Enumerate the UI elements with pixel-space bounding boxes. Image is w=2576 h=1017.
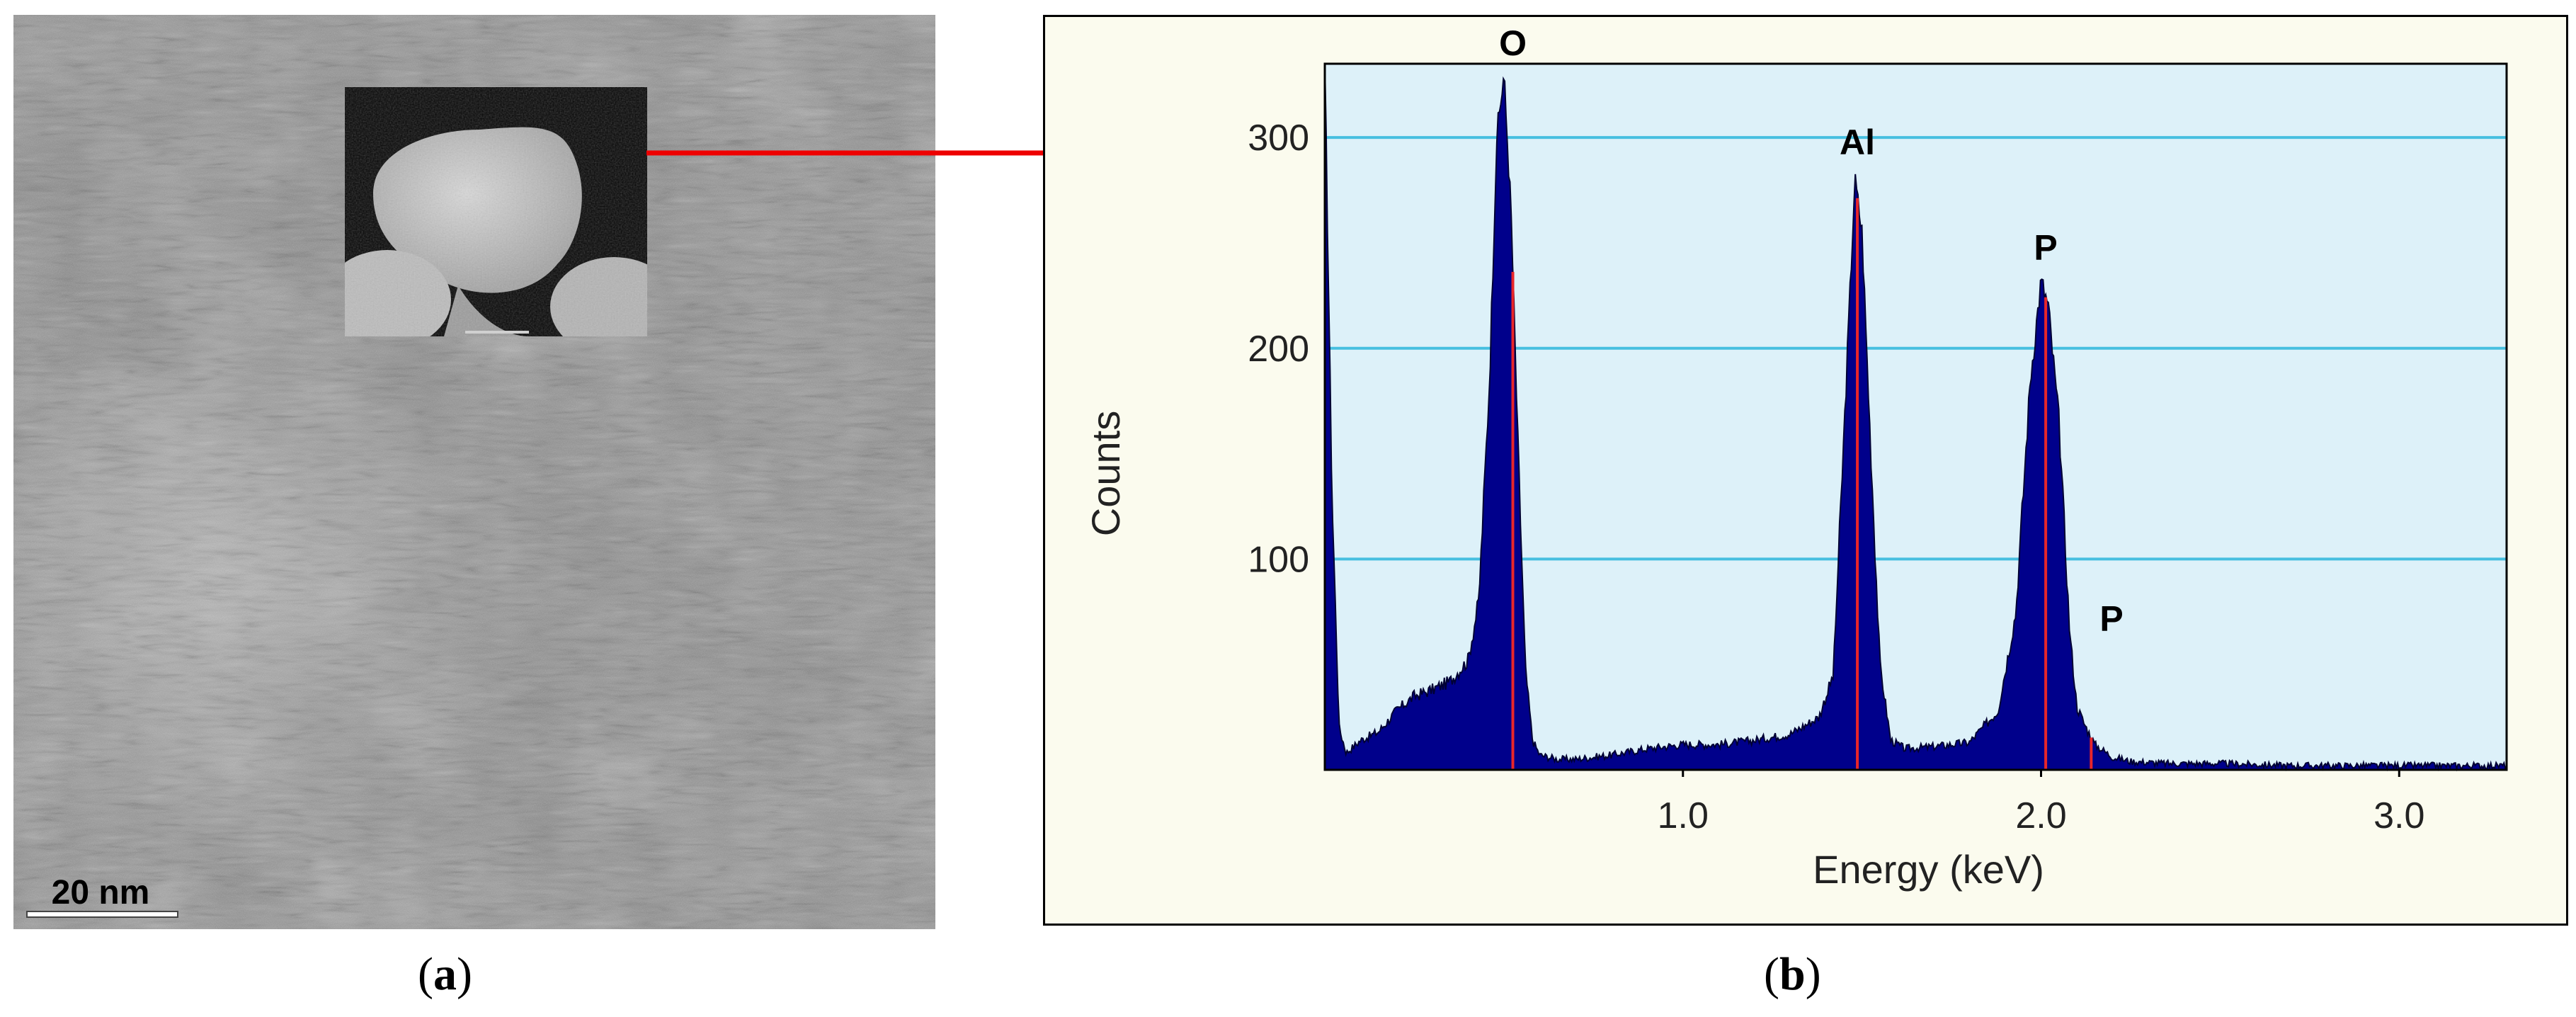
plot-frame (1323, 62, 2508, 771)
peak-markers (1511, 198, 2093, 770)
scale-bar (26, 911, 178, 918)
x-tick-label: 1.0 (1658, 795, 1709, 836)
eds-spectrum-chart: 100 200 300 1.0 2.0 3.0 O Al P P Energy (keV) Co… (1083, 23, 2508, 892)
peak-label-al: Al (1840, 123, 1875, 162)
caption-a-letter: a (433, 948, 457, 1000)
caption-b-close: ) (1805, 948, 1821, 1000)
x-tick-label: 2.0 (2015, 795, 2066, 836)
peak-label-p: P (2099, 598, 2123, 638)
caption-a-open: ( (418, 948, 433, 1000)
stem-inset-image (345, 87, 647, 336)
panel-a-caption: (a) (418, 948, 472, 1001)
spectrum-area (1324, 63, 2507, 772)
x-axis-title: Energy (keV) (1813, 847, 2044, 892)
caption-a-close: ) (456, 948, 472, 1000)
peak-label-o: O (1499, 23, 1527, 63)
caption-b-open: ( (1764, 948, 1779, 1000)
y-tick-label: 200 (1248, 329, 1309, 370)
peak-labels: O Al P P (1499, 23, 2124, 638)
x-tick-label: 3.0 (2373, 795, 2424, 836)
caption-b-letter: b (1779, 948, 1806, 1000)
scale-bar-label: 20 nm (51, 874, 150, 911)
y-axis-title: Counts (1083, 411, 1128, 536)
peak-label-p: P (2034, 228, 2057, 268)
eds-spectrum-panel: 100 200 300 1.0 2.0 3.0 O Al P P Energy (keV) Co… (1043, 15, 2568, 926)
y-tick-label: 100 (1248, 539, 1309, 580)
tick-labels: 100 200 300 1.0 2.0 3.0 (1248, 118, 2424, 836)
tem-micrograph: 20 nm (13, 15, 935, 929)
panel-b-caption: (b) (1764, 948, 1821, 1001)
y-tick-label: 300 (1248, 118, 1309, 159)
